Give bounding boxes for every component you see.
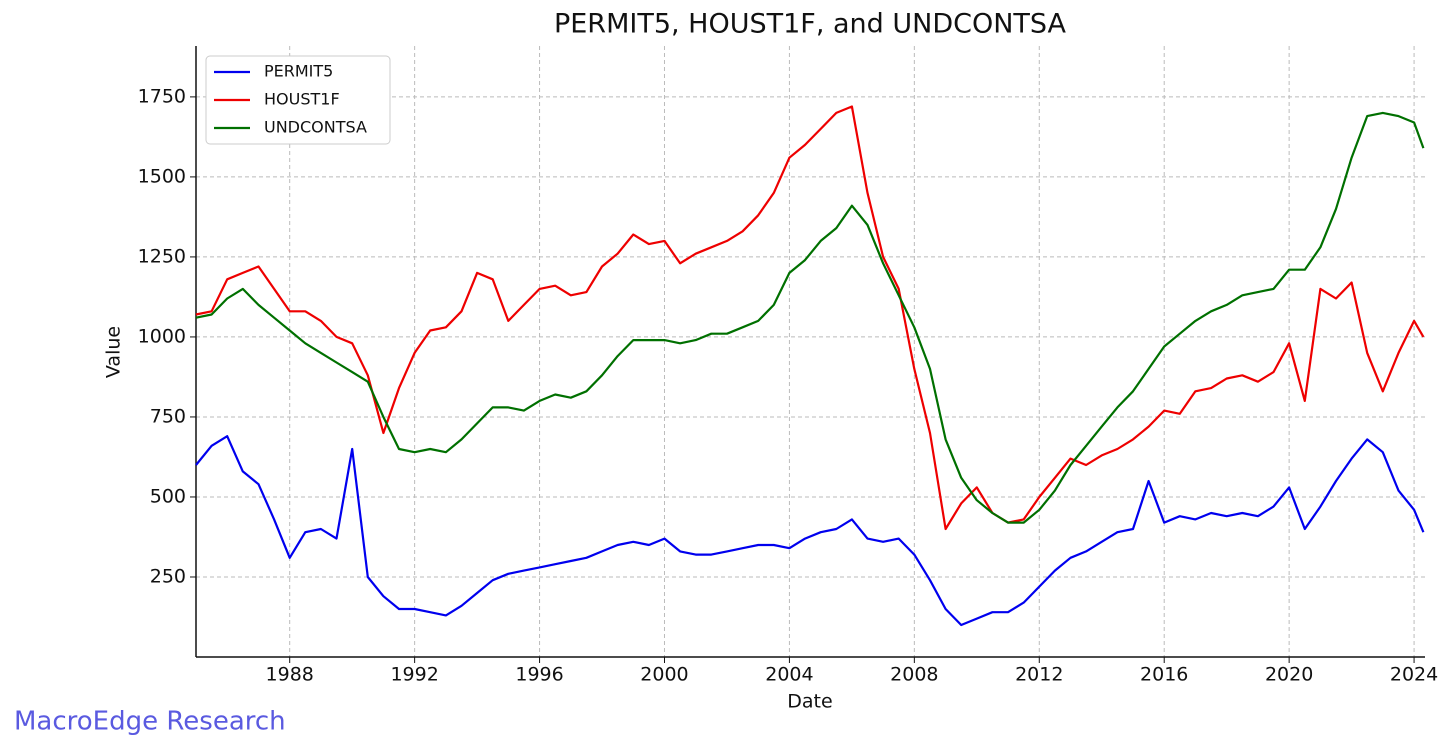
x-axis-label: Date	[787, 691, 832, 713]
x-tick-label: 2012	[1015, 664, 1063, 686]
x-tick-label: 2004	[765, 664, 813, 686]
legend-label: HOUST1F	[264, 90, 340, 109]
legend-label: PERMIT5	[264, 62, 333, 81]
y-tick-label: 250	[150, 565, 186, 587]
y-tick-label: 1750	[138, 85, 186, 107]
watermark: MacroEdge Research	[14, 707, 286, 737]
legend-label: UNDCONTSA	[264, 118, 367, 137]
x-tick-label: 1992	[390, 664, 438, 686]
y-axis-label: Value	[103, 326, 125, 378]
x-tick-label: 1996	[515, 664, 563, 686]
x-tick-label: 2020	[1265, 664, 1313, 686]
y-tick-label: 750	[150, 405, 186, 427]
y-tick-label: 1250	[138, 245, 186, 267]
y-tick-label: 1500	[138, 165, 186, 187]
legend-box	[205, 55, 391, 145]
x-tick-label: 1988	[266, 664, 314, 686]
y-tick-label: 500	[150, 485, 186, 507]
x-tick-label: 2024	[1390, 664, 1438, 686]
x-tick-label: 2000	[640, 664, 688, 686]
chart-title: PERMIT5, HOUST1F, and UNDCONTSA	[554, 9, 1067, 40]
x-tick-label: 2008	[890, 664, 938, 686]
series-line	[195, 435, 1425, 627]
x-tick-label: 2016	[1140, 664, 1188, 686]
series-line	[195, 105, 1425, 531]
y-tick-label: 1000	[138, 325, 186, 347]
series-line	[195, 111, 1425, 524]
